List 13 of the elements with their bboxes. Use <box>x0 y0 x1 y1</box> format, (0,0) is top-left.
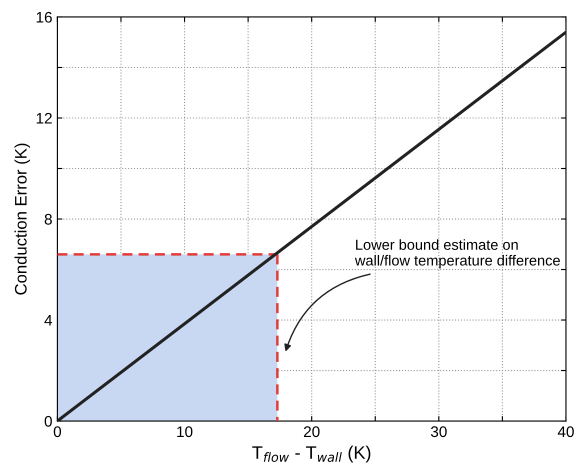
x-tick-label: 30 <box>430 426 447 438</box>
x-tick-label: 10 <box>177 426 192 438</box>
annotation: Lower bound estimate on wall/flow temperature difference <box>354 239 560 269</box>
x-tick-label: 20 <box>304 426 320 438</box>
y-tick-label: 12 <box>36 112 52 124</box>
y-tick-label: 16 <box>36 12 52 23</box>
x-axis-title: T$_{flow}$ - T$_{wall}$ (K) <box>252 446 370 463</box>
x-tick-label: 0 <box>54 426 62 438</box>
y-axis-title: Conduction Error (K) <box>14 144 30 295</box>
x-tick-label: 40 <box>558 426 574 438</box>
y-tick-label: 8 <box>44 214 52 225</box>
y-tick-label: 0 <box>44 416 52 427</box>
y-tick-label: 4 <box>44 315 52 326</box>
